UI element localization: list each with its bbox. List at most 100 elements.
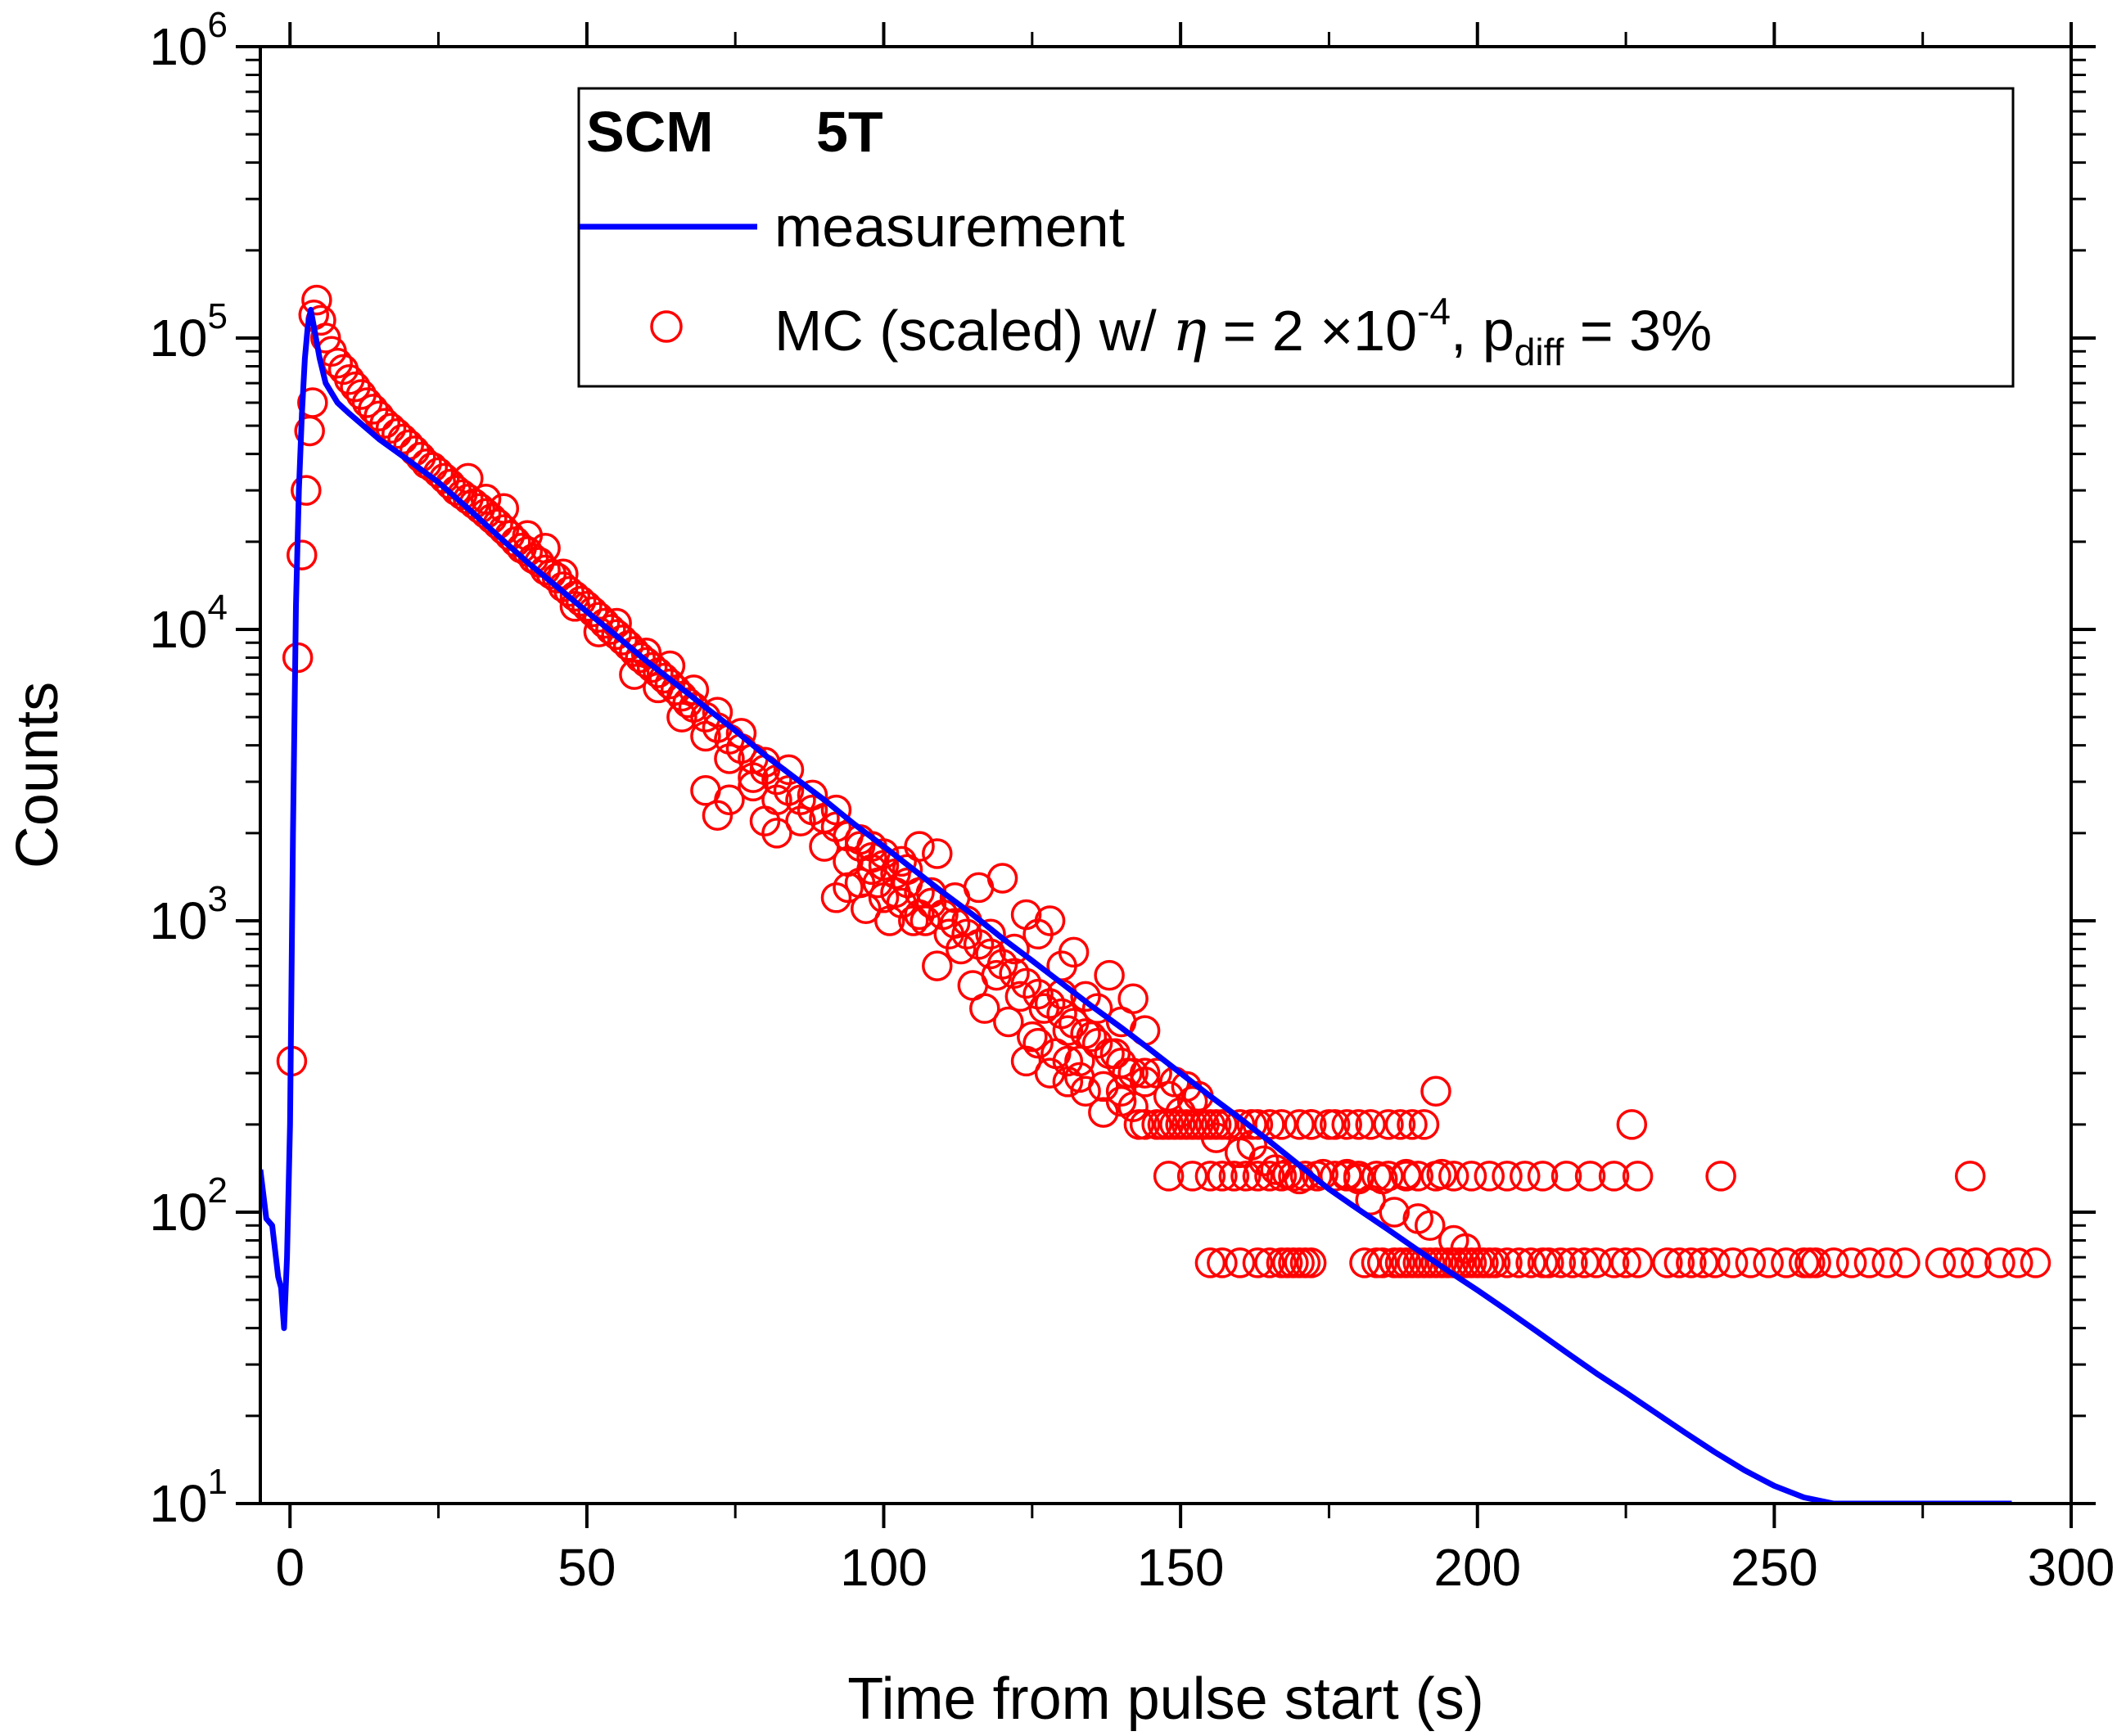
mc-point: [1984, 1247, 2015, 1278]
x-tick-label: 50: [557, 1538, 616, 1597]
mc-point: [1194, 1247, 1226, 1278]
x-axis-title: Time from pulse start (s): [847, 1666, 1483, 1732]
y-tick-label: 104: [149, 588, 228, 659]
mc-point: [1105, 1085, 1137, 1117]
legend-mc-sub: diff: [1514, 331, 1564, 373]
mc-point: [619, 636, 650, 667]
mc-point: [797, 779, 828, 811]
mc-point: [381, 417, 413, 449]
mc-point: [820, 882, 852, 913]
mc-point: [1081, 993, 1113, 1024]
mc-point: [1515, 1247, 1546, 1278]
mc-point: [1598, 1161, 1630, 1192]
mc-point: [986, 863, 1018, 894]
mc-point: [1176, 1161, 1208, 1192]
mc-point: [1218, 1161, 1250, 1192]
x-tick-label: 250: [1731, 1538, 1818, 1597]
mc-point: [1788, 1247, 1820, 1278]
mc-point: [1094, 959, 1125, 991]
mc-point: [1070, 1075, 1101, 1107]
measurement-line: [260, 307, 2012, 1504]
mc-point: [630, 638, 662, 669]
mc-point: [1871, 1247, 1903, 1278]
mc-point: [1194, 1161, 1226, 1192]
mc-point: [1954, 1161, 1986, 1192]
mc-point: [1343, 1161, 1374, 1192]
mc-point: [868, 882, 900, 913]
mc-point: [833, 872, 864, 904]
mc-point: [922, 838, 953, 869]
mc-point: [951, 918, 982, 950]
mc-point: [1492, 1247, 1523, 1278]
mc-point: [1699, 1247, 1731, 1278]
mc-point: [1492, 1161, 1523, 1192]
mc-point: [1943, 1247, 1974, 1278]
mc-point: [548, 558, 579, 589]
mc-point: [1550, 1161, 1582, 1192]
mc-point: [1438, 1161, 1469, 1192]
plot-frame: [259, 45, 2073, 1505]
mc-series: [276, 284, 2052, 1278]
mc-point: [1070, 981, 1101, 1012]
mc-point: [1557, 1247, 1588, 1278]
mc-point: [1414, 1210, 1446, 1242]
legend-marker-swatch: [650, 310, 683, 343]
mc-point: [999, 958, 1030, 989]
mc-point: [862, 867, 894, 899]
mc-point: [904, 831, 935, 862]
mc-point: [1117, 983, 1149, 1015]
mc-point: [1366, 1247, 1398, 1278]
mc-point: [1397, 1109, 1428, 1140]
mc-point: [1373, 1109, 1404, 1140]
legend-mc-sep: , p: [1451, 299, 1514, 363]
mc-point: [1835, 1247, 1867, 1278]
mc-point: [1479, 1247, 1511, 1278]
mc-point: [636, 652, 668, 683]
mc-point: [1230, 1161, 1262, 1192]
x-axis: 0 50 100 150 200 250 300: [275, 22, 2115, 1597]
y-axis: 101 102 103 104 105 106: [149, 5, 2096, 1533]
mc-point: [1076, 1021, 1108, 1053]
mc-point: [702, 697, 733, 728]
mc-point: [910, 905, 941, 936]
mc-point: [1343, 1109, 1374, 1140]
mc-point: [1622, 1161, 1654, 1192]
mc-point: [340, 371, 371, 403]
mc-point: [310, 322, 341, 354]
x-tick-label: 100: [840, 1538, 928, 1597]
mc-point: [785, 805, 816, 836]
mc-point: [1010, 1045, 1042, 1077]
mc-point: [886, 845, 918, 877]
legend-entry-measurement: measurement: [774, 195, 1125, 259]
mc-point: [595, 614, 626, 645]
mc-point: [559, 591, 591, 622]
mc-point: [1581, 1247, 1612, 1278]
mc-point: [589, 607, 621, 639]
mc-point: [1663, 1247, 1695, 1278]
mc-point: [666, 701, 697, 733]
mc-point: [1889, 1247, 1921, 1278]
mc-point: [301, 284, 332, 316]
mc-point: [1610, 1247, 1641, 1278]
mc-point: [1771, 1247, 1802, 1278]
legend-mc-exp: -4: [1417, 290, 1451, 332]
mc-point: [1088, 1097, 1119, 1128]
mc-point: [1207, 1161, 1238, 1192]
mc-point: [1574, 1161, 1606, 1192]
mc-point: [291, 475, 322, 506]
legend-mc-eta: η: [1172, 297, 1207, 364]
y-tick-label: 106: [149, 5, 228, 76]
y-axis-title: Counts: [5, 682, 70, 868]
mc-point: [571, 591, 603, 622]
mc-point: [1254, 1247, 1285, 1278]
mc-point: [1616, 1109, 1648, 1140]
mc-point: [1284, 1109, 1315, 1140]
legend-mc-mid: = 2 ×10: [1207, 299, 1417, 363]
mc-point: [738, 770, 769, 802]
mc-point: [1379, 1197, 1410, 1228]
y-tick-label: 101: [149, 1462, 228, 1533]
x-tick-label: 300: [2028, 1538, 2115, 1597]
x-tick-label: 0: [275, 1538, 305, 1597]
y-tick-label: 103: [149, 879, 228, 950]
mc-point: [1420, 1161, 1451, 1192]
